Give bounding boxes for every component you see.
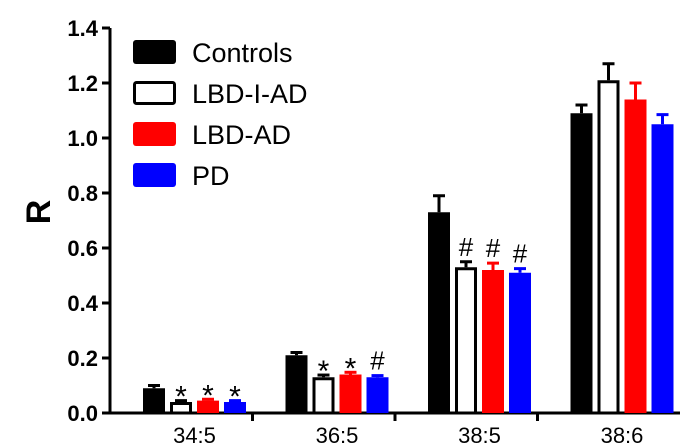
significance-mark: * bbox=[175, 381, 187, 414]
bar bbox=[339, 374, 362, 413]
significance-mark: * bbox=[345, 352, 357, 385]
legend-label: Controls bbox=[192, 38, 293, 68]
bar bbox=[312, 377, 335, 415]
legend-swatch bbox=[133, 163, 176, 187]
bar bbox=[366, 377, 389, 413]
legend-label: PD bbox=[192, 161, 230, 191]
legend-swatch bbox=[133, 122, 176, 146]
bar bbox=[455, 267, 477, 415]
y-tick-label: 1.4 bbox=[67, 16, 98, 41]
x-tick-label: 38:6 bbox=[601, 423, 644, 446]
bar bbox=[570, 113, 593, 413]
legend-label: LBD-AD bbox=[192, 120, 291, 150]
bar bbox=[624, 99, 647, 413]
legend-item: Controls bbox=[133, 38, 293, 68]
y-tick-label: 1.0 bbox=[67, 126, 98, 151]
legend-item: PD bbox=[133, 161, 230, 191]
legend-item: LBD-AD bbox=[133, 120, 291, 150]
legend-swatch bbox=[133, 81, 176, 105]
significance-mark: # bbox=[370, 346, 385, 376]
bar bbox=[482, 270, 504, 413]
legend-label: LBD-I-AD bbox=[192, 79, 308, 109]
bar bbox=[224, 402, 246, 413]
bar bbox=[170, 402, 192, 415]
legend-item: LBD-I-AD bbox=[133, 79, 308, 109]
significance-mark: * bbox=[229, 381, 241, 414]
bar bbox=[143, 388, 165, 413]
x-tick-label: 36:5 bbox=[316, 423, 359, 446]
x-tick-label: 34:5 bbox=[173, 423, 216, 446]
y-tick-label: 1.2 bbox=[67, 71, 98, 96]
significance-mark: * bbox=[202, 379, 214, 412]
bar bbox=[428, 212, 450, 413]
legend: Controls LBD-I-AD LBD-AD PD bbox=[133, 38, 308, 191]
y-tick-label: 0.8 bbox=[67, 181, 98, 206]
y-tick-label: 0.2 bbox=[67, 346, 98, 371]
bar bbox=[651, 124, 674, 413]
x-tick-label: 38:5 bbox=[458, 423, 501, 446]
bar bbox=[197, 400, 219, 413]
y-tick-label: 0.4 bbox=[67, 291, 98, 316]
x-axis: 34:5 36:5 38:5 38:6 bbox=[110, 411, 680, 446]
y-tick-label: 0.6 bbox=[67, 236, 98, 261]
bar bbox=[597, 80, 620, 415]
bars: * * * * * # # # # bbox=[143, 62, 674, 415]
y-axis: 0.0 0.2 0.4 0.6 0.8 1.0 1.2 1.4 bbox=[67, 16, 112, 426]
significance-mark: # bbox=[486, 233, 501, 263]
significance-mark: * bbox=[318, 355, 330, 388]
significance-mark: # bbox=[513, 239, 528, 269]
y-axis-label: R bbox=[20, 200, 58, 225]
bar bbox=[285, 355, 308, 413]
y-tick-label: 0.0 bbox=[67, 401, 98, 426]
bar bbox=[509, 272, 531, 413]
legend-swatch bbox=[133, 40, 176, 64]
significance-mark: # bbox=[459, 232, 474, 262]
